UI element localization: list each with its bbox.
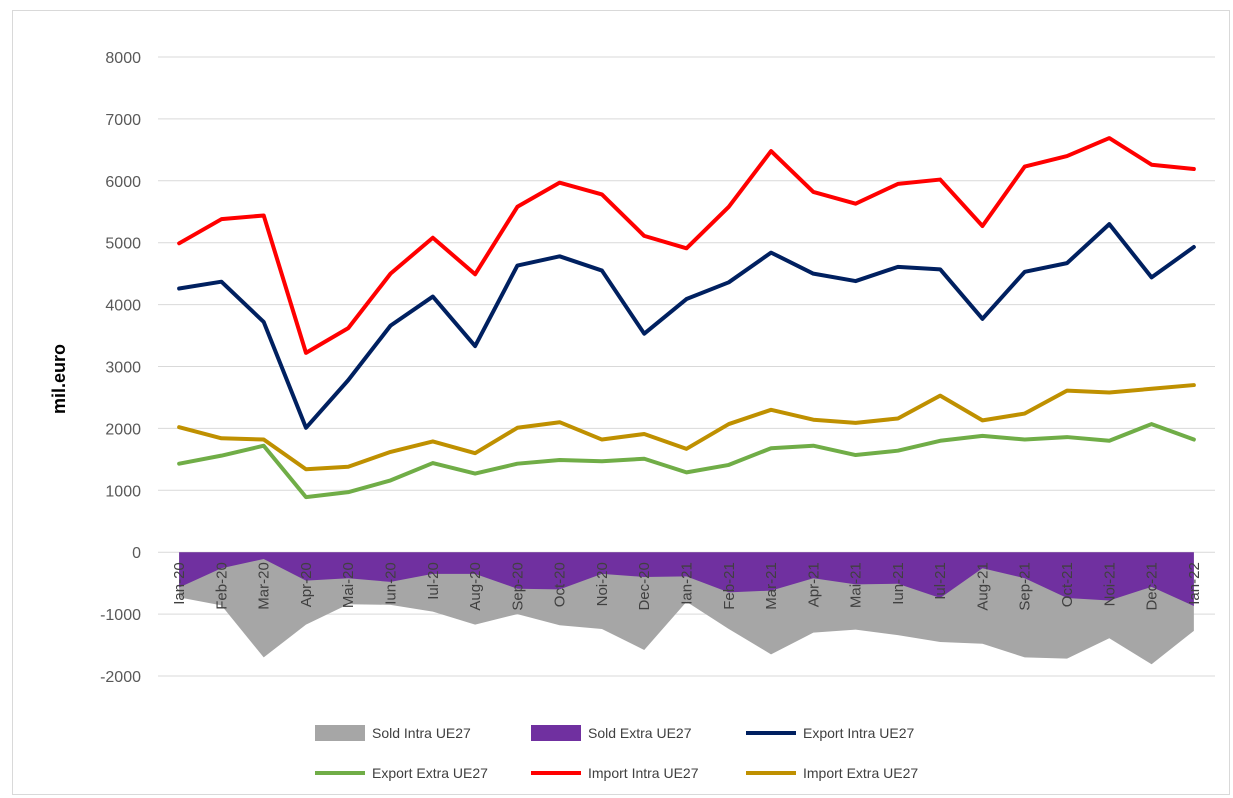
y-tick-label: -1000 bbox=[100, 607, 141, 624]
y-tick-label: 1000 bbox=[105, 483, 141, 500]
legend-item: Export Intra UE27 bbox=[746, 725, 914, 741]
line-chart: -2000 -1000 0 1000 2000 3000 4000 5000 6000 7000 8… bbox=[49, 50, 1215, 781]
y-axis-ticks: -2000 -1000 0 1000 2000 3000 4000 5000 6000 7000 8… bbox=[100, 50, 141, 686]
legend-item: Export Extra UE27 bbox=[315, 765, 488, 781]
x-tick-label: Ian-21 bbox=[679, 562, 696, 605]
x-tick-label: Sep-20 bbox=[509, 562, 526, 610]
y-tick-label: 6000 bbox=[105, 174, 141, 191]
x-tick-label: Iul-20 bbox=[425, 562, 442, 600]
area-sold-extra-ue27 bbox=[179, 552, 1194, 607]
x-tick-label: Ian-22 bbox=[1186, 562, 1203, 605]
y-tick-label: 8000 bbox=[105, 50, 141, 67]
x-tick-label: Feb-21 bbox=[721, 562, 738, 610]
x-tick-label: Noi-20 bbox=[594, 562, 611, 606]
x-tick-label: Apr-20 bbox=[298, 562, 315, 607]
legend-label: Import Intra UE27 bbox=[588, 765, 699, 781]
x-tick-label: Ian-20 bbox=[171, 562, 188, 605]
area-series bbox=[179, 552, 1194, 665]
line-import-extra-ue27 bbox=[177, 383, 1196, 472]
x-tick-label: Noi-21 bbox=[1101, 562, 1118, 606]
y-tick-label: 0 bbox=[132, 545, 141, 562]
legend-item: Sold Extra UE27 bbox=[531, 725, 692, 741]
legend-swatch bbox=[315, 725, 365, 741]
x-tick-label: Mai-21 bbox=[848, 562, 865, 608]
line-series bbox=[177, 136, 1196, 500]
x-tick-label: Iun-21 bbox=[890, 562, 907, 605]
x-tick-label: Iun-20 bbox=[383, 562, 400, 605]
x-tick-label: Dec-21 bbox=[1144, 562, 1161, 610]
x-tick-label: Feb-20 bbox=[213, 562, 230, 610]
legend-item: Sold Intra UE27 bbox=[315, 725, 471, 741]
x-tick-label: Aug-21 bbox=[974, 562, 991, 610]
legend: Sold Intra UE27 Sold Extra UE27 Export Int… bbox=[315, 725, 918, 781]
y-tick-label: 7000 bbox=[105, 112, 141, 129]
x-axis-ticks: Ian-20 Feb-20 Mar-20 Apr-20 Mai-20 Iun-20 Iul-… bbox=[171, 562, 1203, 610]
x-tick-label: Apr-21 bbox=[805, 562, 822, 607]
x-tick-label: Oct-20 bbox=[552, 562, 569, 607]
legend-label: Import Extra UE27 bbox=[803, 765, 918, 781]
line-import-intra-ue27 bbox=[177, 136, 1196, 355]
x-tick-label: Iul-21 bbox=[932, 562, 949, 600]
legend-item: Import Intra UE27 bbox=[531, 765, 699, 781]
legend-label: Export Extra UE27 bbox=[372, 765, 488, 781]
x-tick-label: Aug-20 bbox=[467, 562, 484, 610]
x-tick-label: Dec-20 bbox=[636, 562, 653, 610]
line-export-extra-ue27 bbox=[177, 422, 1196, 500]
legend-swatch bbox=[531, 725, 581, 741]
x-tick-label: Mar-20 bbox=[256, 562, 273, 610]
y-tick-label: 4000 bbox=[105, 298, 141, 315]
y-tick-label: 2000 bbox=[105, 421, 141, 438]
x-tick-label: Sep-21 bbox=[1017, 562, 1034, 610]
x-tick-label: Mar-21 bbox=[763, 562, 780, 610]
chart-frame: -2000 -1000 0 1000 2000 3000 4000 5000 6000 7000 8… bbox=[12, 10, 1230, 795]
y-axis-label: mil.euro bbox=[49, 344, 69, 414]
y-tick-label: 3000 bbox=[105, 360, 141, 377]
legend-label: Sold Extra UE27 bbox=[588, 725, 692, 741]
x-tick-label: Oct-21 bbox=[1059, 562, 1076, 607]
line-export-intra-ue27 bbox=[177, 222, 1196, 430]
legend-item: Import Extra UE27 bbox=[746, 765, 918, 781]
legend-label: Sold Intra UE27 bbox=[372, 725, 471, 741]
legend-label: Export Intra UE27 bbox=[803, 725, 914, 741]
x-tick-label: Mai-20 bbox=[340, 562, 357, 608]
y-tick-label: 5000 bbox=[105, 236, 141, 253]
y-tick-label: -2000 bbox=[100, 669, 141, 686]
